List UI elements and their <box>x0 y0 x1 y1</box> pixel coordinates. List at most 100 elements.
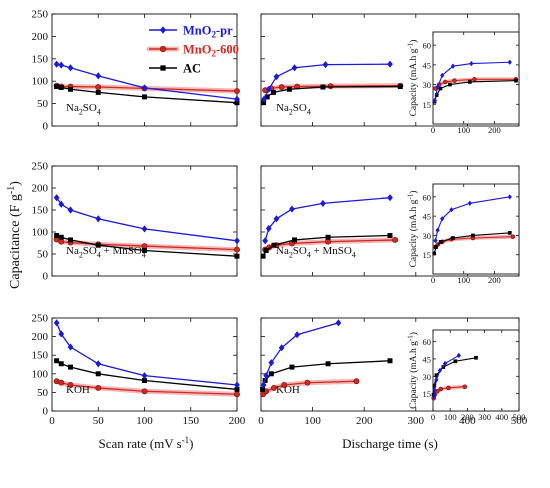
data-point <box>431 394 436 400</box>
x-tick-label: 100 <box>457 125 470 135</box>
x-tick-label: 300 <box>408 415 425 427</box>
data-point <box>273 215 280 223</box>
x-tick-label: 200 <box>488 275 501 285</box>
data-point <box>141 225 148 233</box>
legend-item-AC: AC <box>149 62 201 76</box>
data-point <box>234 381 240 389</box>
y-tick-label: 250 <box>32 9 49 21</box>
data-point <box>434 245 438 249</box>
x-tick-label: 300 <box>478 412 491 422</box>
data-point <box>67 382 74 388</box>
data-point <box>292 237 298 243</box>
data-point <box>278 84 285 90</box>
data-point <box>95 385 102 391</box>
data-point <box>469 60 474 67</box>
data-point <box>304 379 311 386</box>
data-point <box>54 84 60 90</box>
inset-y-axis-label: Capacity (mA.h g-1) <box>407 40 420 117</box>
data-point <box>142 248 147 253</box>
data-point <box>392 236 399 243</box>
data-point <box>58 234 64 240</box>
data-point <box>53 319 60 327</box>
y-tick-label: 150 <box>32 205 49 217</box>
series-MnO2-pr <box>53 194 240 245</box>
data-point <box>327 83 334 90</box>
series-MnO2-pr <box>433 194 512 244</box>
data-point <box>510 234 516 239</box>
data-point <box>467 200 472 206</box>
x-tick-label: 500 <box>511 415 528 427</box>
data-point <box>53 194 60 202</box>
data-point <box>335 319 342 327</box>
x-tick-label: 100 <box>457 275 470 285</box>
legend-marker <box>159 26 167 34</box>
series-MnO2-pr <box>261 60 393 103</box>
series-line <box>434 61 510 101</box>
panels-layer: 0 50 100 150 200 250 Na2SO4 Na2SO4 0 100 200153045… <box>32 9 528 428</box>
y-tick-label: 60 <box>423 337 432 347</box>
data-point <box>435 84 440 90</box>
y-tick-label: 150 <box>32 350 49 362</box>
data-point <box>291 64 298 72</box>
data-point <box>58 84 64 90</box>
legend-label: AC <box>183 62 201 76</box>
data-point <box>270 89 276 95</box>
data-point <box>265 85 272 93</box>
data-point <box>432 97 437 103</box>
series-AC <box>54 233 240 259</box>
data-point <box>441 365 446 369</box>
data-point <box>95 84 102 90</box>
x-tick-label: 100 <box>136 415 153 427</box>
data-point <box>434 93 439 97</box>
series-AC <box>54 358 240 392</box>
data-point <box>261 100 267 106</box>
data-point <box>260 386 266 392</box>
data-point <box>142 94 147 100</box>
data-point <box>234 88 240 94</box>
y-tick-label: 50 <box>37 98 49 110</box>
data-point <box>507 231 512 235</box>
x-tick-label: 0 <box>258 415 264 427</box>
data-point <box>387 358 393 364</box>
data-point <box>286 86 292 92</box>
electrolyte-label: Na2SO4 <box>276 102 311 116</box>
series-AC <box>432 231 512 256</box>
y-axis-title: Capacitance (F g-1) <box>6 181 23 289</box>
y-tick-label: 50 <box>37 249 49 261</box>
x-tick-label: 50 <box>93 415 105 427</box>
data-point <box>471 233 475 238</box>
data-point <box>234 246 240 253</box>
y-tick-label: 30 <box>423 231 432 241</box>
data-point <box>289 205 295 213</box>
data-point <box>440 216 445 222</box>
data-point <box>325 234 331 240</box>
data-point <box>281 382 288 388</box>
y-tick-label: 45 <box>423 60 432 70</box>
data-point <box>440 72 445 79</box>
legend-label: MnO2-600 <box>183 43 239 59</box>
data-point <box>261 95 267 103</box>
y-tick-label: 0 <box>43 406 49 418</box>
data-point <box>58 361 64 367</box>
data-point <box>68 86 73 92</box>
data-point <box>474 355 478 360</box>
data-point <box>270 385 277 391</box>
data-point <box>437 367 442 374</box>
data-point <box>432 251 437 256</box>
axes-frame <box>51 317 238 412</box>
data-point <box>67 64 74 72</box>
electrolyte-label: Na2SO4 <box>66 102 101 116</box>
data-point <box>278 344 285 352</box>
series-AC <box>261 84 403 106</box>
data-point <box>67 206 74 214</box>
data-point <box>397 84 403 90</box>
x-tick-label: 200 <box>229 415 246 427</box>
data-point <box>432 383 437 388</box>
axes-frame <box>51 165 238 277</box>
data-point <box>432 387 437 393</box>
data-point <box>234 237 240 245</box>
series-AC <box>54 84 240 106</box>
legend-marker <box>159 45 167 53</box>
